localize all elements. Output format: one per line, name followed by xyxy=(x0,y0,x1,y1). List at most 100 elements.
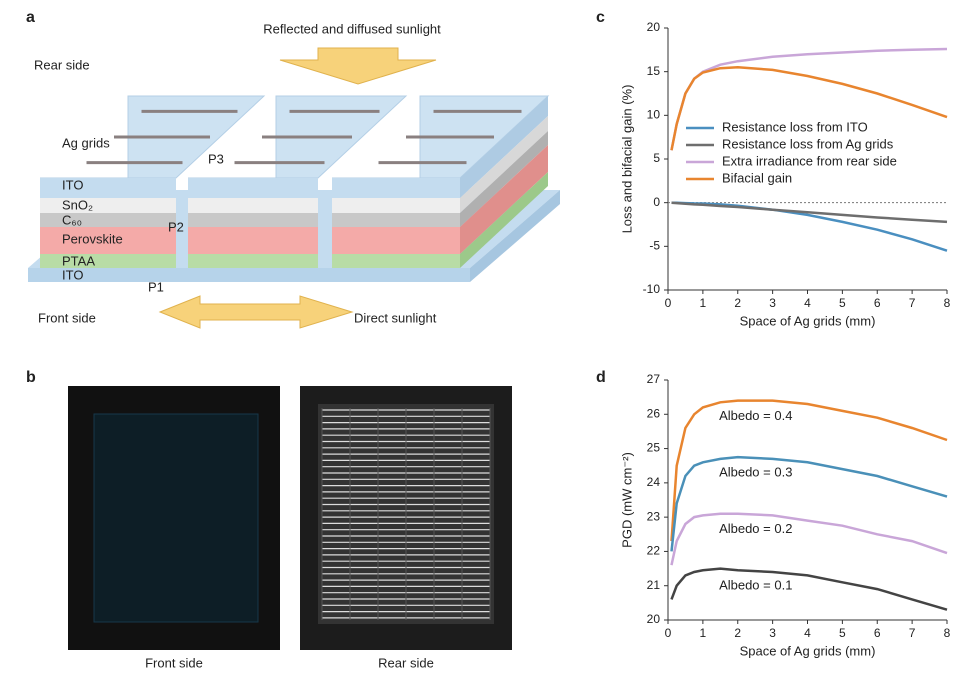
layer xyxy=(332,254,460,268)
glass xyxy=(28,268,470,282)
x-axis-label: Space of Ag grids (mm) xyxy=(740,313,876,328)
y-tick-label: 22 xyxy=(647,544,661,558)
arrow-up xyxy=(158,295,354,329)
front-label: Front side xyxy=(38,310,96,325)
series-line xyxy=(671,201,948,252)
layer xyxy=(332,227,460,254)
layer xyxy=(188,198,318,213)
y-tick-label: 24 xyxy=(647,475,661,489)
x-tick-label: 8 xyxy=(944,626,951,640)
y-tick-label: -10 xyxy=(643,282,661,296)
layer xyxy=(40,178,176,198)
y-tick-label: 23 xyxy=(647,509,661,523)
ag-grid-photo xyxy=(321,408,491,620)
y-tick-label: 20 xyxy=(647,612,661,626)
light-label: Direct sunlight xyxy=(354,310,437,325)
layer-label: Perovskite xyxy=(62,231,123,246)
y-tick-label: 20 xyxy=(647,20,661,34)
legend-label: Bifacial gain xyxy=(722,170,792,185)
panel-label: a xyxy=(26,9,35,26)
y-tick-label: 5 xyxy=(653,151,660,165)
panel-label: b xyxy=(26,369,36,386)
series-line xyxy=(670,66,948,151)
cell-front xyxy=(93,413,259,623)
layer xyxy=(40,213,176,227)
layer xyxy=(188,254,318,268)
layer-side xyxy=(460,172,548,268)
y-tick-label: 15 xyxy=(647,64,661,78)
y-tick-label: 27 xyxy=(647,372,661,386)
x-tick-label: 1 xyxy=(700,296,707,310)
series-label: Albedo = 0.4 xyxy=(719,408,792,423)
layer xyxy=(332,213,460,227)
layer-label: PTAA xyxy=(62,253,95,268)
x-tick-label: 7 xyxy=(909,626,916,640)
layer xyxy=(188,178,318,198)
scribe-label: P1 xyxy=(148,279,164,294)
layer-side xyxy=(460,145,548,254)
series-label: Albedo = 0.3 xyxy=(719,465,792,480)
y-tick-label: 25 xyxy=(647,441,661,455)
y-tick-label: 21 xyxy=(647,578,661,592)
series-label: Albedo = 0.2 xyxy=(719,521,792,536)
layer xyxy=(40,254,176,268)
layer xyxy=(332,178,460,198)
layer xyxy=(40,198,176,213)
y-tick-label: 0 xyxy=(653,195,660,209)
x-tick-label: 5 xyxy=(839,296,846,310)
caption: Front side xyxy=(145,655,203,670)
y-axis-label: PGD (mW cm⁻²) xyxy=(619,452,634,548)
layer-label: C₆₀ xyxy=(62,212,82,227)
x-tick-label: 4 xyxy=(804,626,811,640)
x-tick-label: 3 xyxy=(769,296,776,310)
legend-label: Resistance loss from Ag grids xyxy=(722,136,894,151)
rear-label: Rear side xyxy=(34,57,90,72)
glass xyxy=(470,190,560,282)
series-label: Albedo = 0.1 xyxy=(719,578,792,593)
series-line xyxy=(670,455,948,552)
layer-side xyxy=(460,96,548,198)
x-tick-label: 2 xyxy=(734,296,741,310)
x-tick-label: 4 xyxy=(804,296,811,310)
x-tick-label: 6 xyxy=(874,626,881,640)
layer-side xyxy=(460,131,548,227)
x-tick-label: 3 xyxy=(769,626,776,640)
layer xyxy=(40,227,176,254)
x-tick-label: 7 xyxy=(909,296,916,310)
x-tick-label: 1 xyxy=(700,626,707,640)
y-axis-label: Loss and bifacial gain (%) xyxy=(619,85,634,234)
layer-label: SnO₂ xyxy=(62,197,93,212)
series-line xyxy=(670,399,948,542)
layer-label: Ag grids xyxy=(62,135,110,150)
layer xyxy=(188,213,318,227)
light-label: Reflected and diffused sunlight xyxy=(263,21,441,36)
panel-label: c xyxy=(596,9,605,26)
series-line xyxy=(670,567,948,611)
y-tick-label: 26 xyxy=(647,406,661,420)
layer xyxy=(332,198,460,213)
scribe-label: P2 xyxy=(168,219,184,234)
panel-label: d xyxy=(596,369,606,386)
x-tick-label: 5 xyxy=(839,626,846,640)
y-tick-label: -5 xyxy=(649,239,660,253)
x-tick-label: 2 xyxy=(734,626,741,640)
x-tick-label: 0 xyxy=(665,296,672,310)
layer-label: ITO xyxy=(62,267,83,282)
arrow-down xyxy=(279,47,437,85)
caption: Rear side xyxy=(378,655,434,670)
layer-label: ITO xyxy=(62,177,83,192)
cell-blocks xyxy=(40,95,550,268)
x-tick-label: 8 xyxy=(944,296,951,310)
series-line xyxy=(671,201,948,224)
scribe-label: P3 xyxy=(208,151,224,166)
legend-label: Extra irradiance from rear side xyxy=(722,153,897,168)
x-tick-label: 0 xyxy=(665,626,672,640)
layer xyxy=(188,227,318,254)
x-axis-label: Space of Ag grids (mm) xyxy=(740,643,876,658)
layer-side xyxy=(460,116,548,213)
legend-label: Resistance loss from ITO xyxy=(722,119,868,134)
series-line xyxy=(670,512,948,566)
y-tick-label: 10 xyxy=(647,108,661,122)
series-line xyxy=(670,47,948,151)
